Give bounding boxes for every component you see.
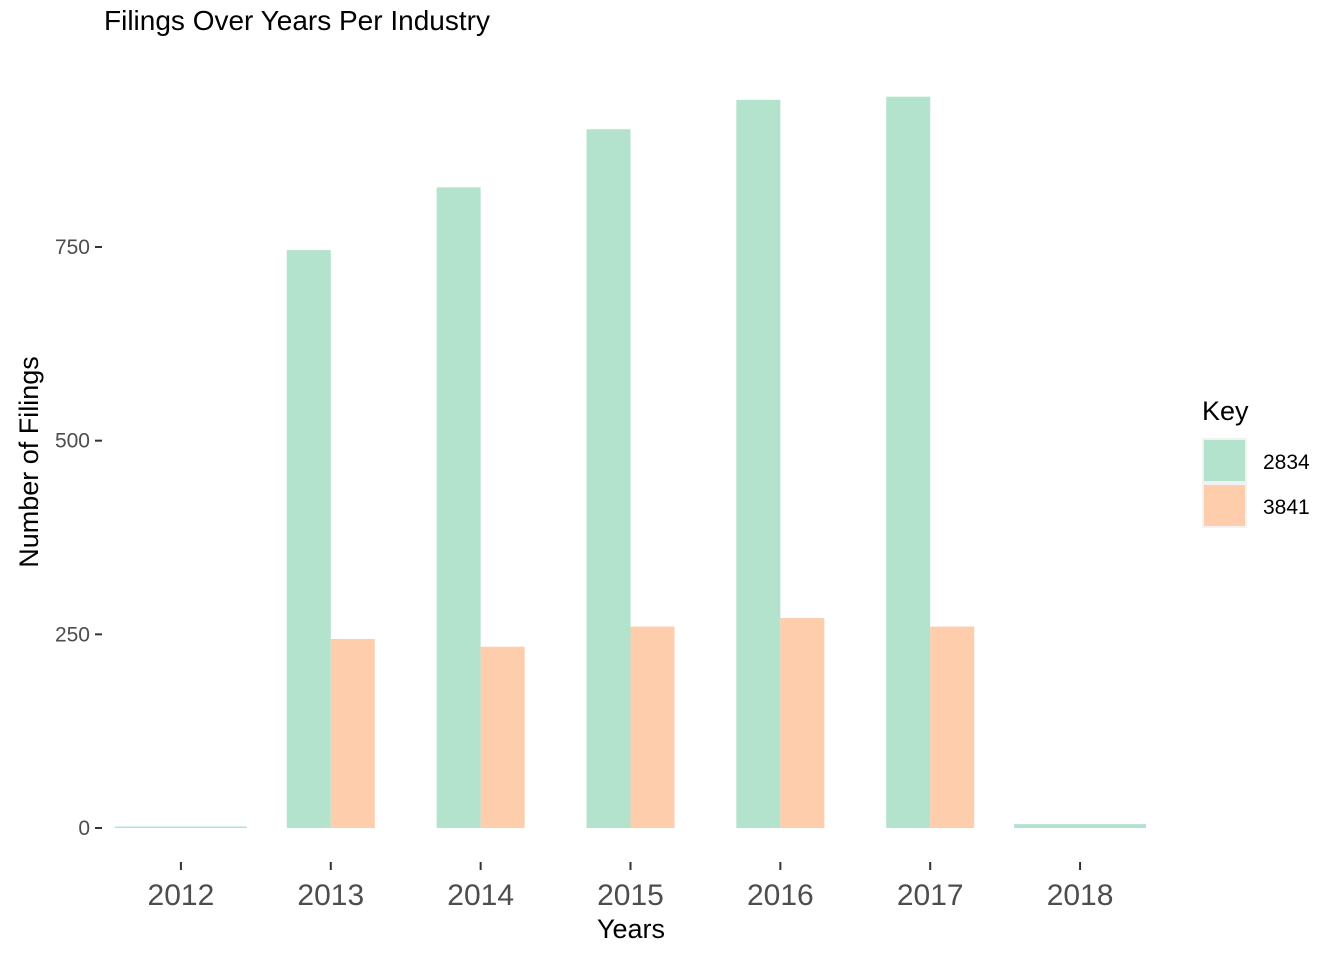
bar-2834-2017 [886,96,931,829]
bar-2834-2018 [1014,824,1147,828]
legend-label: 3841 [1263,496,1310,519]
bar-2834-2012 [114,826,247,828]
legend: Key 2834 3841 [1202,396,1310,528]
x-tick-label: 2012 [148,879,215,912]
bar-3841-2014 [480,646,525,828]
bar-2834-2016 [736,99,781,828]
legend-title: Key [1202,396,1249,426]
y-tick-label: 500 [55,430,90,453]
legend-key-2834 [1202,438,1247,483]
y-tick-label: 750 [55,236,90,259]
bar-3841-2016 [780,618,825,828]
x-tick-label: 2018 [1047,879,1114,912]
bar-2834-2013 [286,250,331,829]
x-tick-label: 2013 [297,879,364,912]
bar-2834-2014 [436,187,481,829]
bar-3841-2017 [930,626,975,828]
legend-items: 2834 3841 [1202,438,1310,528]
y-tick-label: 250 [55,623,90,646]
x-tick-label: 2015 [597,879,664,912]
y-axis-title: Number of Filings [14,356,44,568]
x-tick-label: 2017 [897,879,964,912]
bar-2834-2015 [586,129,631,828]
y-axis: 0 250 500 750 [55,236,102,840]
bar-3841-2013 [330,638,375,828]
x-tick-label: 2014 [447,879,514,912]
plot-area [114,96,1147,829]
y-tick-label: 0 [78,817,90,840]
x-axis-title: Years [597,914,665,944]
x-axis: 2012 2013 2014 2015 2016 2017 2018 [148,862,1114,912]
legend-key-3841 [1202,483,1247,528]
chart-title: Filings Over Years Per Industry [104,5,490,36]
x-tick-label: 2016 [747,879,814,912]
bar-3841-2015 [630,626,675,828]
legend-label: 2834 [1263,451,1310,474]
